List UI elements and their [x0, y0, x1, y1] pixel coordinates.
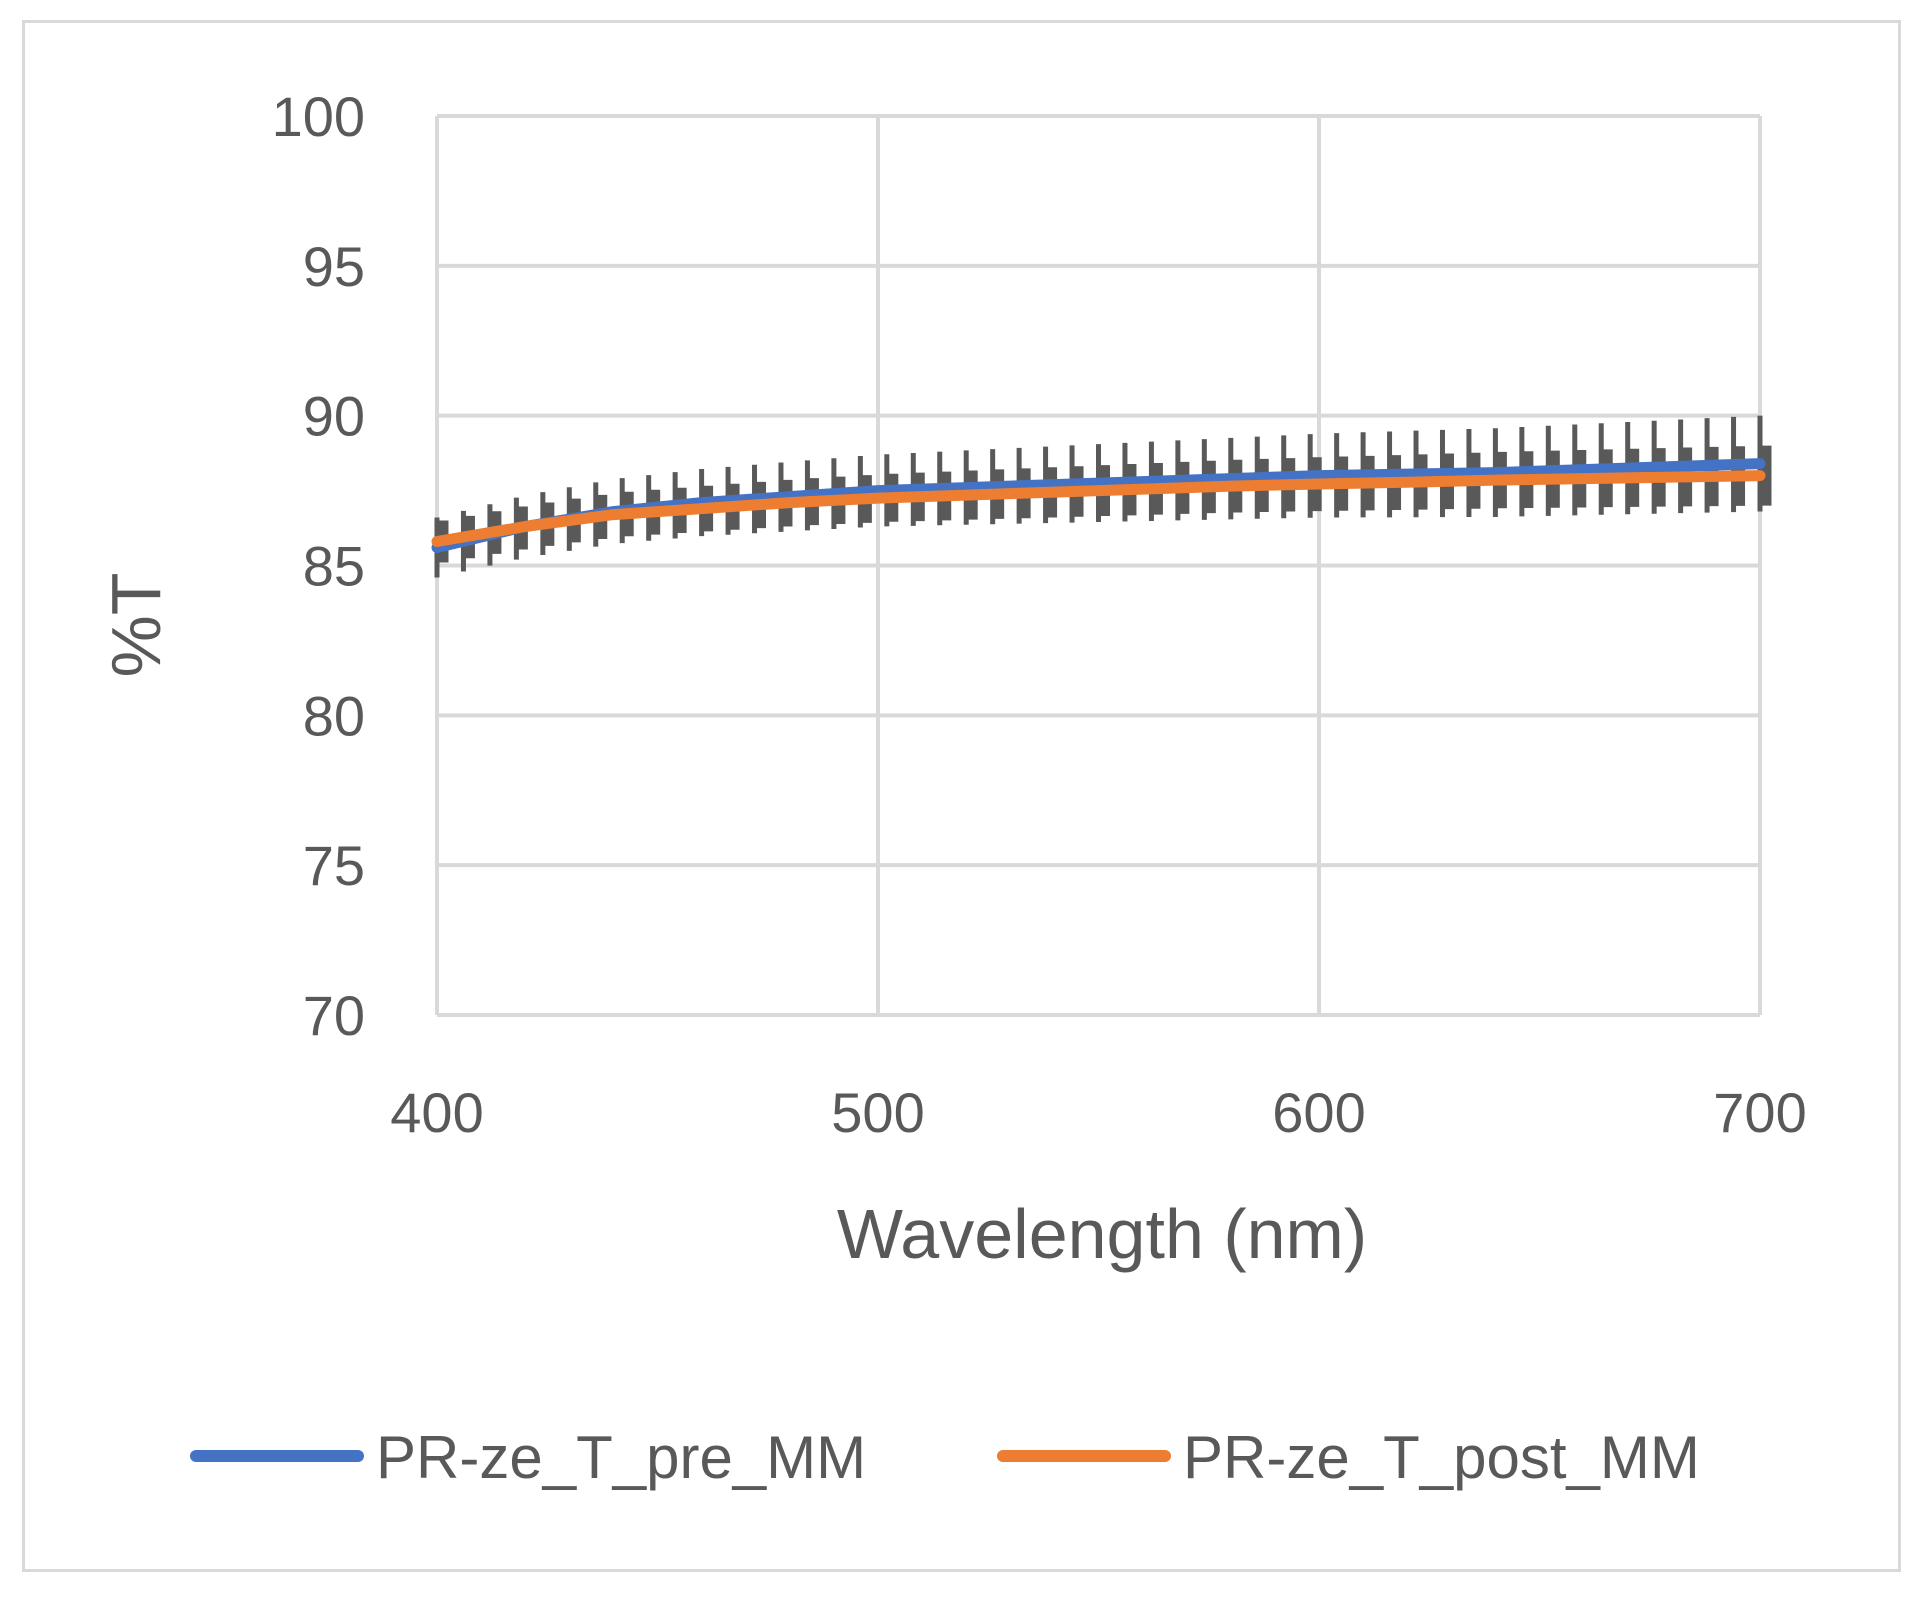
legend-label-post: PR-ze_T_post_MM — [1183, 1424, 1700, 1491]
y-tick-label: 100 — [272, 85, 365, 148]
x-tick-label: 700 — [1713, 1081, 1806, 1144]
y-tick-label: 90 — [303, 385, 365, 448]
series-lines — [431, 458, 1766, 553]
series-line-post — [431, 470, 1766, 547]
chart-frame — [22, 20, 1901, 1572]
gridlines — [435, 114, 1762, 1017]
x-tick-label: 400 — [390, 1081, 483, 1144]
legend: PR-ze_T_pre_MM PR-ze_T_post_MM — [190, 1424, 1700, 1491]
legend-label-pre: PR-ze_T_pre_MM — [376, 1424, 866, 1491]
x-tick-label: 500 — [831, 1081, 924, 1144]
error-bars — [434, 415, 1772, 578]
y-axis-title: %T — [97, 573, 175, 678]
y-tick-label: 80 — [303, 684, 365, 747]
x-axis-title: Wavelength (nm) — [837, 1195, 1367, 1273]
y-tick-label: 95 — [303, 235, 365, 298]
y-tick-labels: 70 75 80 85 90 95 100 — [272, 85, 365, 1047]
x-tick-labels: 400 500 600 700 — [390, 1081, 1806, 1144]
y-tick-label: 70 — [303, 984, 365, 1047]
y-tick-label: 85 — [303, 535, 365, 598]
y-tick-label: 75 — [303, 834, 365, 897]
x-tick-label: 600 — [1272, 1081, 1365, 1144]
